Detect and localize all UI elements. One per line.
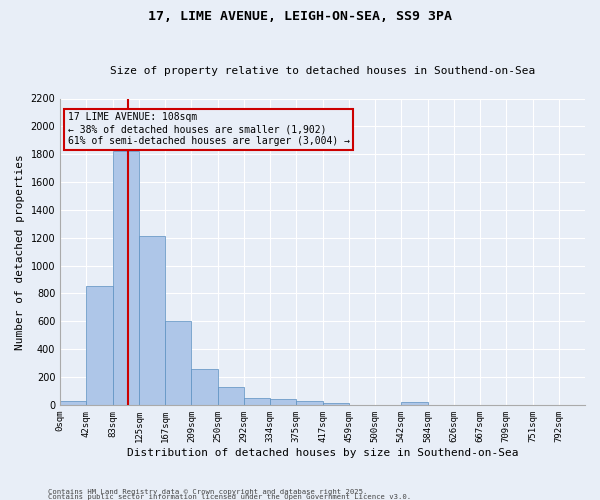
Bar xyxy=(323,402,349,405)
Bar xyxy=(139,236,165,405)
Bar xyxy=(401,402,428,405)
Text: Contains public sector information licensed under the Open Government Licence v3: Contains public sector information licen… xyxy=(48,494,411,500)
Bar xyxy=(60,402,86,405)
Text: 17, LIME AVENUE, LEIGH-ON-SEA, SS9 3PA: 17, LIME AVENUE, LEIGH-ON-SEA, SS9 3PA xyxy=(148,10,452,23)
Y-axis label: Number of detached properties: Number of detached properties xyxy=(15,154,25,350)
Text: 17 LIME AVENUE: 108sqm
← 38% of detached houses are smaller (1,902)
61% of semi-: 17 LIME AVENUE: 108sqm ← 38% of detached… xyxy=(68,112,350,146)
Bar xyxy=(270,400,296,405)
Bar xyxy=(218,386,244,405)
Bar xyxy=(113,152,139,405)
Text: Contains HM Land Registry data © Crown copyright and database right 2025.: Contains HM Land Registry data © Crown c… xyxy=(48,489,367,495)
Bar xyxy=(86,286,113,405)
Bar xyxy=(244,398,270,405)
Bar xyxy=(296,400,323,405)
X-axis label: Distribution of detached houses by size in Southend-on-Sea: Distribution of detached houses by size … xyxy=(127,448,518,458)
Title: Size of property relative to detached houses in Southend-on-Sea: Size of property relative to detached ho… xyxy=(110,66,535,76)
Bar xyxy=(191,368,218,405)
Bar xyxy=(165,322,191,405)
